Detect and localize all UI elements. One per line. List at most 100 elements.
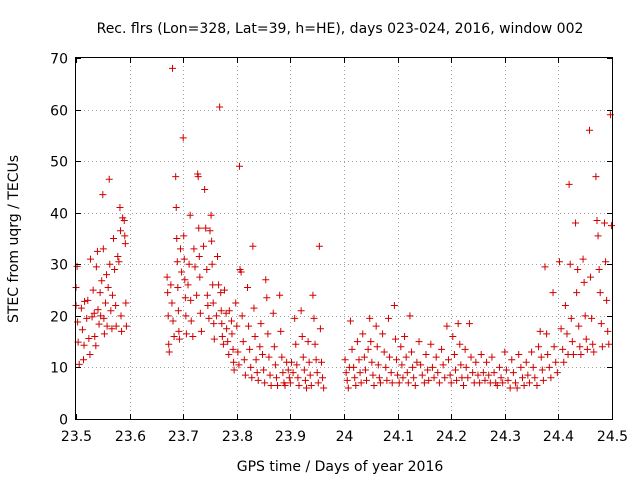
data-point (240, 356, 248, 364)
data-point (179, 134, 187, 142)
data-point (220, 286, 228, 294)
data-point (375, 374, 383, 382)
data-point (115, 258, 123, 266)
data-point (506, 384, 514, 392)
data-point (297, 307, 305, 315)
data-point (298, 332, 306, 340)
data-point (94, 306, 102, 314)
data-point (504, 376, 512, 384)
data-point (465, 320, 473, 328)
data-point (310, 314, 318, 322)
data-point (307, 381, 315, 389)
data-point (544, 351, 552, 359)
data-point (585, 126, 593, 134)
data-point (247, 363, 255, 371)
data-point (284, 366, 292, 374)
data-point (543, 330, 551, 338)
data-point (528, 348, 536, 356)
data-point (106, 260, 114, 268)
data-point (114, 253, 122, 261)
data-point (99, 245, 107, 253)
data-point (410, 374, 418, 382)
data-point (438, 345, 446, 353)
data-point (344, 384, 352, 392)
data-point (86, 255, 94, 263)
data-point (91, 332, 99, 340)
data-point (230, 358, 238, 366)
data-point (418, 371, 426, 379)
data-point (164, 289, 172, 297)
data-point (241, 371, 249, 379)
data-point (293, 361, 301, 369)
data-point (112, 302, 120, 310)
data-point (75, 360, 83, 368)
data-point (422, 351, 430, 359)
x-tick-label: 24.1 (383, 429, 414, 445)
data-point (315, 242, 323, 250)
data-point (490, 369, 498, 377)
data-point (197, 327, 205, 335)
data-point (219, 340, 227, 348)
data-point (245, 322, 253, 330)
data-point (180, 255, 188, 263)
data-point (118, 327, 126, 335)
data-point (603, 296, 611, 304)
data-point (93, 247, 101, 255)
data-point (580, 278, 588, 286)
data-point (587, 273, 595, 281)
data-point (415, 338, 423, 346)
data-point (395, 379, 403, 387)
data-point (598, 343, 606, 351)
data-point (376, 379, 384, 387)
y-tick-label: 50 (50, 155, 68, 171)
data-point (90, 309, 98, 317)
data-point (196, 273, 204, 281)
data-point (382, 363, 390, 371)
data-point (112, 322, 120, 330)
data-point (529, 363, 537, 371)
data-point (502, 366, 510, 374)
data-point (274, 381, 282, 389)
data-point (78, 326, 86, 334)
data-point (446, 371, 454, 379)
data-point (190, 245, 198, 253)
data-point (311, 340, 319, 348)
data-point (214, 253, 222, 261)
data-point (561, 302, 569, 310)
data-point (602, 258, 610, 266)
data-point (218, 332, 226, 340)
data-point (229, 345, 237, 353)
data-point (313, 369, 321, 377)
data-point (100, 330, 108, 338)
data-point (372, 322, 380, 330)
data-point (117, 312, 125, 320)
data-point (467, 353, 475, 361)
data-point (212, 312, 220, 320)
data-point (403, 369, 411, 377)
data-point (309, 291, 317, 299)
data-point (454, 320, 462, 328)
data-point (441, 374, 449, 382)
data-point (277, 327, 285, 335)
data-point (449, 332, 457, 340)
data-point (100, 314, 108, 322)
data-point (493, 381, 501, 389)
data-point (513, 384, 521, 392)
data-point (103, 271, 111, 279)
data-point (576, 343, 584, 351)
data-point (195, 253, 203, 261)
data-point (469, 369, 477, 377)
data-point (103, 322, 111, 330)
data-point (384, 314, 392, 322)
data-point (497, 374, 505, 382)
data-point (447, 379, 455, 387)
data-point (590, 348, 598, 356)
data-point (536, 327, 544, 335)
data-point (202, 224, 210, 232)
data-point (224, 338, 232, 346)
data-point (257, 320, 265, 328)
data-point (206, 227, 214, 235)
data-point (352, 381, 360, 389)
data-point (300, 366, 308, 374)
data-point (314, 379, 322, 387)
